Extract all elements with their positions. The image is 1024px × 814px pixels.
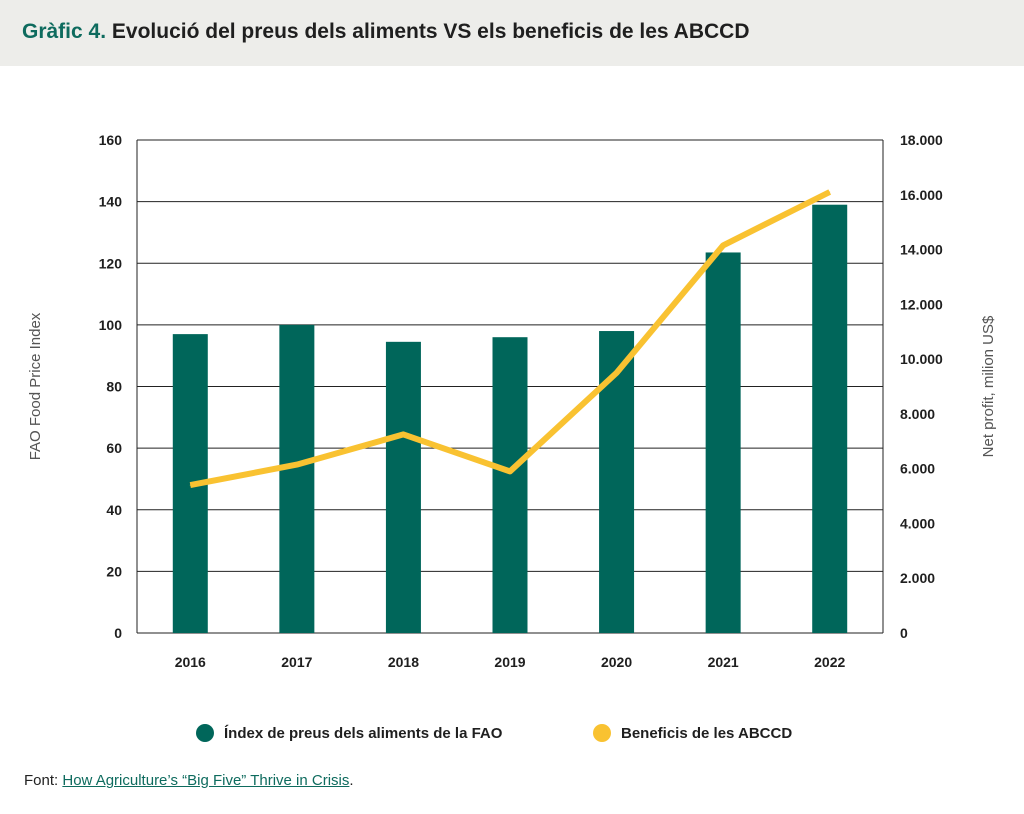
x-tick-label: 2019 bbox=[494, 654, 525, 670]
chart-header: Gràfic 4. Evolució del preus dels alimen… bbox=[0, 0, 1024, 66]
source-suffix: . bbox=[349, 772, 354, 789]
chart-legend: Índex de preus dels aliments de la FAO B… bbox=[0, 724, 1024, 750]
bar-2018 bbox=[385, 341, 421, 633]
x-tick-label: 2020 bbox=[601, 654, 632, 670]
profit-point-2017 bbox=[296, 464, 298, 466]
y-tick-label-left: 60 bbox=[106, 440, 122, 456]
legend-label-fao-index: Índex de preus dels aliments de la FAO bbox=[224, 724, 503, 742]
y-tick-label-left: 40 bbox=[106, 502, 122, 518]
x-tick-label: 2017 bbox=[281, 654, 312, 670]
y-tick-label-right: 0 bbox=[900, 625, 908, 641]
bar-2021 bbox=[705, 252, 741, 633]
y-axis-title-left: FAO Food Price Index bbox=[27, 312, 44, 460]
bar-2017 bbox=[279, 324, 315, 633]
y-tick-label-right: 2.000 bbox=[900, 570, 935, 586]
profit-point-2021 bbox=[722, 244, 724, 246]
chart-title-prefix: Gràfic 4. bbox=[22, 20, 107, 43]
source-link[interactable]: How Agriculture’s “Big Five” Thrive in C… bbox=[62, 772, 350, 789]
legend-label-profits: Beneficis de les ABCCD bbox=[621, 724, 793, 742]
y-tick-label-right: 12.000 bbox=[900, 296, 943, 312]
bar-2022 bbox=[812, 204, 848, 634]
profit-point-2020 bbox=[616, 372, 618, 374]
y-tick-label-right: 6.000 bbox=[900, 461, 935, 477]
y-tick-label-right: 8.000 bbox=[900, 406, 935, 422]
y-tick-label-left: 160 bbox=[99, 132, 123, 148]
y-tick-label-left: 100 bbox=[99, 317, 123, 333]
y-tick-label-left: 0 bbox=[114, 625, 122, 641]
source-label: Font: bbox=[24, 772, 59, 789]
y-tick-label-right: 18.000 bbox=[900, 132, 943, 148]
y-tick-label-right: 10.000 bbox=[900, 351, 943, 367]
profit-point-2018 bbox=[402, 433, 404, 435]
profit-point-2022 bbox=[829, 191, 831, 193]
legend-swatch-bar bbox=[196, 724, 214, 742]
combo-chart: 0 20 40 60 80 100 120 140 160 0 2.000 4.000 6.000 8.0… bbox=[27, 132, 997, 670]
y-tick-label-right: 4.000 bbox=[900, 515, 935, 531]
x-tick-label: 2018 bbox=[388, 654, 419, 670]
x-tick-label: 2022 bbox=[814, 654, 845, 670]
y-tick-label-right: 16.000 bbox=[900, 187, 943, 203]
y-tick-label-left: 120 bbox=[99, 255, 123, 271]
x-tick-label: 2016 bbox=[175, 654, 206, 670]
source-note: Font: How Agriculture’s “Big Five” Thriv… bbox=[24, 772, 354, 789]
y-axis-title-right: Net profit, milion US$ bbox=[980, 315, 997, 457]
legend-swatch-line bbox=[593, 724, 611, 742]
y-tick-label-left: 140 bbox=[99, 194, 123, 210]
chart-title-text: Evolució del preus dels aliments VS els … bbox=[111, 20, 750, 43]
bar-2019 bbox=[492, 337, 528, 633]
legend-item-fao-index: Índex de preus dels aliments de la FAO bbox=[196, 724, 502, 742]
profit-point-2016 bbox=[189, 484, 191, 486]
x-tick-label: 2021 bbox=[708, 654, 739, 670]
y-tick-label-right: 14.000 bbox=[900, 242, 943, 258]
legend-item-profits: Beneficis de les ABCCD bbox=[593, 724, 792, 742]
y-tick-label-left: 20 bbox=[106, 563, 122, 579]
profit-point-2019 bbox=[509, 470, 511, 472]
chart-title: Gràfic 4. Evolució del preus dels alimen… bbox=[22, 20, 750, 44]
y-tick-label-left: 80 bbox=[106, 379, 122, 395]
